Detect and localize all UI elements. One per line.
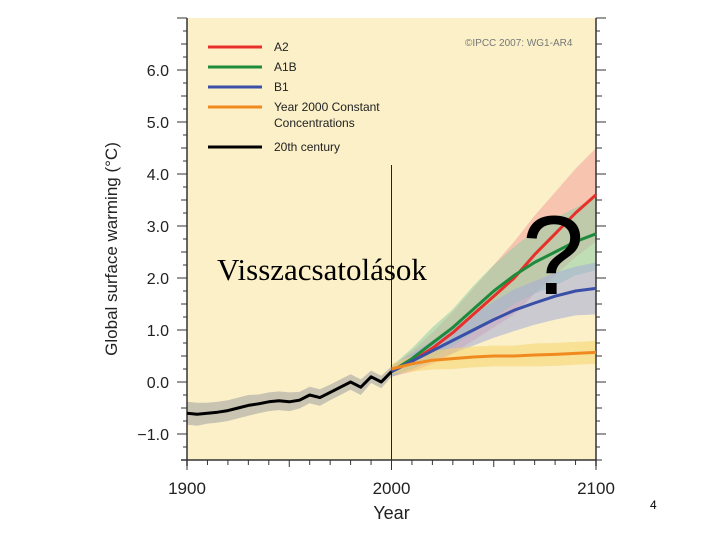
series-line xyxy=(390,286,597,373)
legend: A2 A1B B1 Year 2000 Constant Concentrations 2… xyxy=(208,40,380,154)
series-line xyxy=(390,232,597,373)
y-tick-label: −1.0 xyxy=(137,427,169,444)
series-lines xyxy=(186,193,597,416)
y-tick-label: 4.0 xyxy=(147,167,169,184)
y-tick-label: 0.0 xyxy=(147,375,169,392)
series-line xyxy=(186,370,393,416)
y-tick-label: 5.0 xyxy=(147,115,169,132)
y-tick-label: 1.0 xyxy=(147,323,169,340)
x-tick-label: 1900 xyxy=(168,479,206,498)
legend-label: B1 xyxy=(274,80,289,94)
series-line xyxy=(391,350,597,371)
x-tick-label: 2000 xyxy=(373,479,411,498)
y-tick-label: 3.0 xyxy=(147,219,169,236)
x-tick-label: 2100 xyxy=(577,479,615,498)
y-tick-labels: −1.0 0.0 1.0 2.0 3.0 4.0 5.0 6.0 xyxy=(137,63,169,444)
y-tick-label: 2.0 xyxy=(147,271,169,288)
slide-number: 4 xyxy=(650,498,657,512)
axis-ticks xyxy=(177,17,606,470)
uncertainty-band xyxy=(187,366,392,426)
series-line xyxy=(390,193,597,373)
y-tick-label: 6.0 xyxy=(147,63,169,80)
legend-label: 20th century xyxy=(274,140,340,154)
credit-text: ©IPCC 2007: WG1-AR4 xyxy=(465,38,573,49)
question-mark-overlay: ? xyxy=(522,193,585,318)
x-tick-labels: 1900 2000 2100 xyxy=(168,479,615,498)
x-axis-label: Year xyxy=(373,503,409,523)
uncertainty-band xyxy=(391,148,596,377)
legend-label: Year 2000 Constant Concentrations xyxy=(274,100,380,130)
uncertainty-band xyxy=(391,340,596,375)
y-axis-label: Global surface warming (°C) xyxy=(102,142,121,356)
feedback-overlay-label: Visszacsatolások xyxy=(217,252,427,287)
legend-label: A2 xyxy=(274,40,289,54)
legend-label: A1B xyxy=(274,60,297,74)
